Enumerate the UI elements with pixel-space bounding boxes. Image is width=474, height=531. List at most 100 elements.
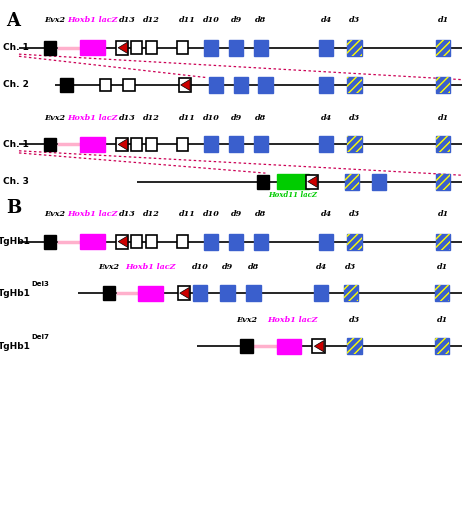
Text: d11: d11 <box>179 114 196 122</box>
Bar <box>344 285 358 301</box>
Bar <box>146 41 157 54</box>
Text: Ch. 3: Ch. 3 <box>2 177 28 186</box>
Text: TgHb1: TgHb1 <box>0 342 31 350</box>
Bar <box>347 136 362 152</box>
Bar <box>204 40 218 56</box>
Text: Evx2: Evx2 <box>236 316 257 324</box>
Text: Ch. 1: Ch. 1 <box>2 44 28 52</box>
Polygon shape <box>118 139 128 150</box>
Bar <box>193 285 207 301</box>
Bar <box>234 77 248 93</box>
Bar <box>347 77 362 93</box>
Text: d9: d9 <box>230 210 242 218</box>
Text: d10: d10 <box>202 114 219 122</box>
Text: d13: d13 <box>118 16 136 24</box>
Bar <box>257 175 269 189</box>
Bar <box>116 138 128 151</box>
Polygon shape <box>118 42 128 54</box>
Text: TgHb1: TgHb1 <box>0 289 31 297</box>
Bar <box>319 136 333 152</box>
Text: d11: d11 <box>179 210 196 218</box>
Text: Hoxb1 lacZ: Hoxb1 lacZ <box>126 263 176 271</box>
Bar <box>347 338 362 354</box>
Text: d8: d8 <box>255 16 266 24</box>
Bar <box>254 40 268 56</box>
Polygon shape <box>118 236 128 247</box>
Bar <box>277 339 301 354</box>
Bar <box>435 338 449 354</box>
Text: d10: d10 <box>191 263 209 271</box>
Bar <box>436 40 450 56</box>
Text: d11: d11 <box>179 16 196 24</box>
Bar <box>436 234 450 250</box>
Bar <box>44 41 56 55</box>
Bar <box>435 338 449 354</box>
Bar <box>372 174 386 190</box>
Bar <box>229 234 243 250</box>
Bar <box>436 136 450 152</box>
Text: B: B <box>6 199 21 217</box>
Bar <box>347 338 362 354</box>
Bar <box>220 285 235 301</box>
Polygon shape <box>308 176 317 187</box>
Bar <box>204 136 218 152</box>
Text: d8: d8 <box>248 263 259 271</box>
Bar <box>116 41 128 55</box>
Bar <box>314 285 328 301</box>
Text: d3: d3 <box>345 263 356 271</box>
Bar <box>435 285 449 301</box>
Bar <box>240 339 253 353</box>
Bar <box>80 234 105 249</box>
Text: Hoxd11 lacZ: Hoxd11 lacZ <box>268 191 318 199</box>
Text: Hoxb1 lacZ: Hoxb1 lacZ <box>268 316 318 324</box>
Text: d3: d3 <box>349 16 360 24</box>
Bar <box>436 77 450 93</box>
Bar <box>258 77 273 93</box>
Text: d4: d4 <box>320 210 332 218</box>
Text: d3: d3 <box>349 316 360 324</box>
Text: Evx2: Evx2 <box>99 263 119 271</box>
Bar <box>347 77 362 93</box>
Bar <box>177 235 188 248</box>
Text: d1: d1 <box>438 114 449 122</box>
Text: d10: d10 <box>202 210 219 218</box>
Bar <box>138 286 163 301</box>
Text: d9: d9 <box>230 114 242 122</box>
Text: d3: d3 <box>349 114 360 122</box>
Bar <box>344 285 358 301</box>
Text: Hoxb1 lacZ: Hoxb1 lacZ <box>67 16 118 24</box>
Bar <box>131 41 142 54</box>
Bar <box>435 285 449 301</box>
Text: d1: d1 <box>437 263 448 271</box>
Bar <box>345 174 359 190</box>
Text: d1: d1 <box>438 16 449 24</box>
Bar <box>131 138 142 151</box>
Bar <box>347 40 362 56</box>
Text: d9: d9 <box>222 263 233 271</box>
Bar <box>209 77 223 93</box>
Text: d13: d13 <box>118 114 136 122</box>
Text: d4: d4 <box>320 114 332 122</box>
Bar <box>44 235 56 249</box>
Bar <box>80 40 105 55</box>
Polygon shape <box>180 287 189 299</box>
Text: d8: d8 <box>255 114 266 122</box>
Text: d9: d9 <box>230 16 242 24</box>
Text: Del7: Del7 <box>32 334 50 340</box>
Bar <box>146 138 157 151</box>
Bar <box>116 235 128 249</box>
Text: Evx2: Evx2 <box>44 16 65 24</box>
Bar <box>103 286 115 300</box>
Bar <box>229 40 243 56</box>
Bar <box>131 235 142 248</box>
Text: Ch. 2: Ch. 2 <box>2 81 28 89</box>
Bar <box>319 77 333 93</box>
Bar <box>436 136 450 152</box>
Text: d12: d12 <box>143 16 160 24</box>
Bar <box>345 174 359 190</box>
Text: Evx2: Evx2 <box>44 114 65 122</box>
Text: d13: d13 <box>118 210 136 218</box>
Text: TgHb1: TgHb1 <box>0 237 31 246</box>
Text: d1: d1 <box>438 210 449 218</box>
Bar <box>347 234 362 250</box>
